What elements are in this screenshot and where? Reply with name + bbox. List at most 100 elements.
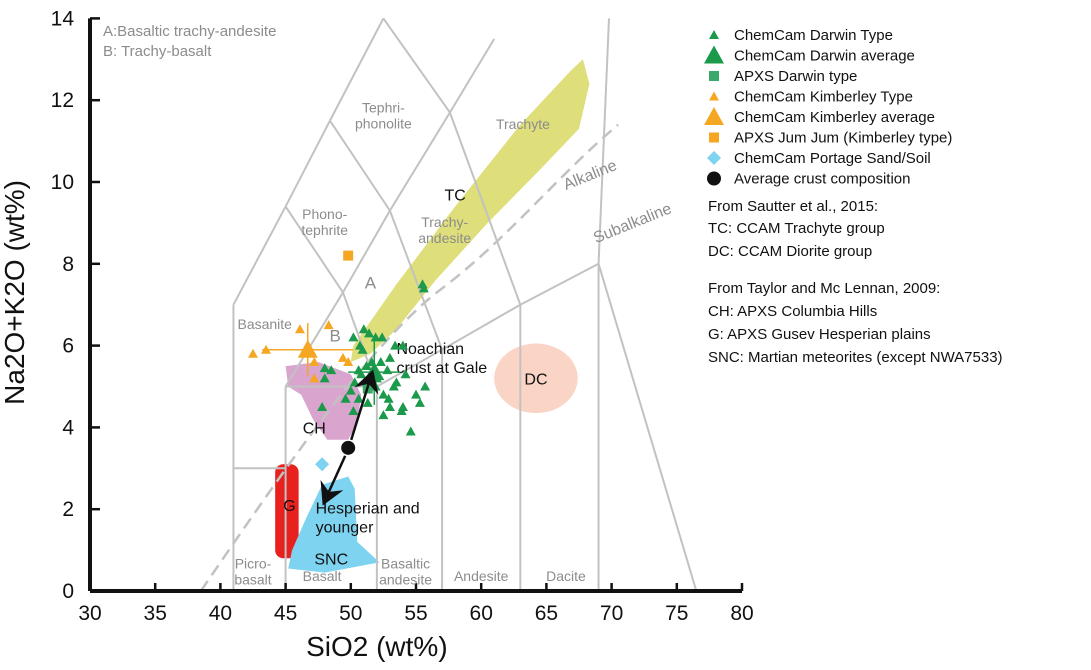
- tas-field-label-line: Basaltic: [381, 556, 430, 572]
- series-chemcam-kimberley-type-point: [337, 352, 348, 362]
- note-text: A:Basaltic trachy-andesite: [103, 23, 276, 40]
- legend-note: DC: CCAM Diorite group: [708, 243, 872, 260]
- field-boundary: [448, 112, 522, 306]
- x-tick-label: 65: [535, 602, 558, 625]
- x-tick-label: 55: [404, 602, 427, 625]
- tas-field-label-line: Picro-: [235, 556, 272, 572]
- region-label-tc: TC: [444, 187, 465, 204]
- series-chemcam-darwin-type-point: [319, 373, 330, 383]
- dc-region: [494, 343, 578, 414]
- field-boundary: [284, 120, 331, 207]
- legend-note: From Taylor and Mc Lennan, 2009:: [708, 280, 940, 297]
- series-average-crust-composition-point: [341, 440, 356, 455]
- field-boundary: [329, 120, 391, 212]
- tas-field-label: A: [365, 273, 377, 292]
- y-tick-label: 10: [51, 171, 74, 194]
- legend-chemcam-portage-sand-soil-label: ChemCam Portage Sand/Soil: [734, 150, 931, 167]
- legend-average-crust-composition-label: Average crust composition: [734, 171, 910, 188]
- tas-field-label-line: andesite: [379, 572, 432, 588]
- tas-field-label: Basanite: [237, 316, 292, 332]
- y-tick-label: 6: [62, 335, 74, 358]
- series-chemcam-darwin-type-point: [348, 332, 359, 342]
- legend-chemcam-kimberley-type-marker: [709, 91, 719, 101]
- alkaline-subalkaline-boundary: [199, 123, 619, 592]
- field-boundary: [232, 206, 287, 306]
- legend-apxs-jum-jum-kimberley-type-marker: [709, 132, 719, 143]
- tas-field-label: Picro-basalt: [234, 556, 271, 588]
- annotation-line: younger: [316, 519, 374, 536]
- ch-region: [285, 362, 362, 440]
- field-boundary: [376, 348, 443, 388]
- x-tick-label: 70: [600, 602, 623, 625]
- tas-field-label-line: tephrite: [301, 222, 348, 238]
- series-chemcam-darwin-type-point: [414, 397, 425, 407]
- series-chemcam-kimberley-type-point: [309, 373, 320, 383]
- series-chemcam-darwin-type-point: [384, 401, 395, 411]
- series-chemcam-darwin-type-point: [370, 332, 381, 342]
- legend-note: TC: CCAM Trachyte group: [708, 220, 885, 237]
- arrow-to-noachian: [349, 369, 379, 441]
- tas-field-label-line: Basanite: [237, 316, 292, 332]
- annotation-line: Noachian: [396, 341, 464, 358]
- tas-field-label-line: basalt: [234, 572, 271, 588]
- legend-chemcam-portage-sand-soil-marker: [707, 151, 721, 165]
- legend-chemcam-darwin-type-marker: [709, 30, 719, 39]
- legend-chemcam-kimberley-average-label: ChemCam Kimberley average: [734, 109, 935, 126]
- field-boundary: [449, 38, 496, 113]
- field-boundary: [519, 262, 600, 306]
- tas-field-label-line: Phono-: [302, 206, 347, 222]
- series-chemcam-darwin-type-point: [383, 393, 394, 403]
- legend-chemcam-kimberley-type-label: ChemCam Kimberley Type: [734, 89, 913, 106]
- series-chemcam-darwin-type-point: [361, 361, 372, 371]
- field-boundary: [389, 111, 451, 212]
- tas-field-label-line: andesite: [418, 230, 471, 246]
- note-text: B: Trachy-basalt: [103, 43, 212, 60]
- alkaline-label: Alkaline: [561, 157, 619, 194]
- series-chemcam-darwin-type-point: [348, 406, 359, 416]
- tas-field-label-line: phonolite: [355, 115, 412, 131]
- tas-field-label: Tephri-phonolite: [355, 99, 412, 131]
- region-label-snc: SNC: [314, 551, 348, 568]
- series-chemcam-darwin-type-point: [405, 426, 416, 436]
- tas-field-label: Trachy-andesite: [418, 214, 471, 246]
- legend-note: G: APXS Gusev Hesperian plains: [708, 326, 931, 343]
- subalkaline-label: Subalkaline: [591, 200, 674, 247]
- field-boundary: [382, 17, 451, 114]
- g-region: [275, 464, 299, 559]
- x-axis-title: SiO2 (wt%): [306, 631, 448, 662]
- region-label-ch: CH: [303, 420, 326, 437]
- x-tick-label: 40: [209, 602, 232, 625]
- legend: ChemCam Darwin Type ChemCam Darwin averag…: [704, 27, 1003, 366]
- x-tick-label: 45: [274, 602, 297, 625]
- tas-field-label: B: [329, 327, 340, 346]
- series-chemcam-darwin-type-point: [384, 352, 395, 362]
- tas-field-label: Basaltic andesite: [379, 556, 432, 588]
- y-tick-label: 8: [62, 253, 74, 276]
- tas-field-label: Basalt: [303, 568, 342, 584]
- series-chemcam-darwin-type-point: [326, 365, 337, 375]
- legend-note: From Sautter et al., 2015:: [708, 198, 878, 215]
- y-tick-label: 4: [62, 416, 74, 439]
- legend-chemcam-kimberley-average-marker: [704, 107, 724, 125]
- x-tick-label: 30: [78, 602, 101, 625]
- x-tick-label: 75: [665, 602, 688, 625]
- series-chemcam-darwin-type-point: [377, 332, 388, 342]
- y-tick-label: 14: [51, 7, 75, 30]
- y-tick-label: 12: [51, 89, 74, 112]
- series-chemcam-darwin-type-point: [317, 401, 328, 411]
- arrow-to-hesperian: [320, 455, 347, 506]
- series-chemcam-kimberley-type-point: [248, 348, 258, 358]
- y-tick-label: 0: [62, 580, 74, 603]
- region-label-dc: DC: [524, 371, 547, 388]
- series-chemcam-kimberley-type-point: [343, 356, 354, 366]
- tas-field-label-line: B: [329, 327, 340, 346]
- tas-field-label-line: Trachy-: [421, 214, 468, 230]
- y-tick-label: 2: [62, 498, 74, 521]
- legend-note: SNC: Martian meteorites (except NWA7533): [708, 349, 1003, 366]
- series-chemcam-darwin-type-point: [319, 363, 330, 373]
- series-chemcam-darwin-type-point: [378, 410, 389, 420]
- snc-region: [288, 476, 380, 573]
- tas-field-label-line: Basalt: [303, 568, 342, 584]
- x-tick-label: 50: [339, 602, 362, 625]
- field-boundary: [597, 18, 610, 264]
